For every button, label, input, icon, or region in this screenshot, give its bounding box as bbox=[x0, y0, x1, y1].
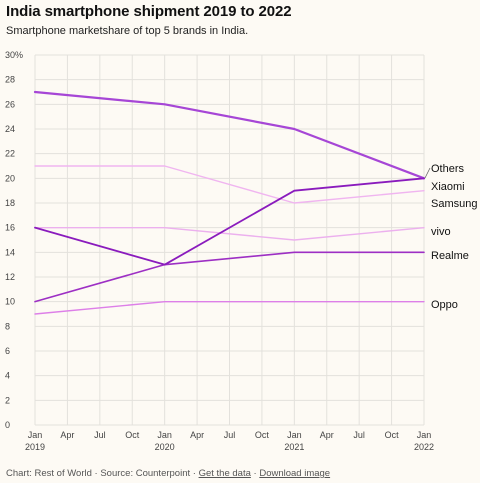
y-tick-label: 20 bbox=[5, 173, 15, 183]
credit-text: Chart: Rest of World bbox=[6, 468, 92, 479]
chart-title: India smartphone shipment 2019 to 2022 bbox=[6, 3, 292, 20]
y-tick-label: 0 bbox=[5, 420, 10, 430]
source-text: Source: Counterpoint bbox=[100, 468, 191, 479]
x-tick-label: Jan bbox=[287, 430, 302, 440]
separator: · bbox=[190, 468, 199, 479]
series-label-vivo: vivo bbox=[431, 226, 451, 238]
x-tick-year-label: 2019 bbox=[25, 442, 45, 452]
series-line-realme bbox=[34, 251, 425, 303]
y-tick-label: 6 bbox=[5, 346, 10, 356]
series-label-samsung: Samsung bbox=[431, 198, 477, 210]
y-tick-label: 14 bbox=[5, 247, 15, 257]
x-tick-label: Jan bbox=[28, 430, 43, 440]
x-tick-label: Oct bbox=[385, 430, 400, 440]
series-line-oppo bbox=[34, 300, 425, 315]
series-label-others: Others bbox=[431, 163, 465, 175]
y-tick-label: 16 bbox=[5, 223, 15, 233]
x-tick-label: Jan bbox=[157, 430, 172, 440]
x-tick-year-label: 2022 bbox=[414, 442, 434, 452]
y-tick-label: 10 bbox=[5, 297, 15, 307]
y-tick-label: 2 bbox=[5, 395, 10, 405]
y-tick-label: 24 bbox=[5, 124, 15, 134]
get-data-link[interactable]: Get the data bbox=[198, 468, 251, 479]
y-tick-label: 18 bbox=[5, 198, 15, 208]
series-line-others bbox=[33, 90, 426, 180]
x-tick-year-label: 2020 bbox=[155, 442, 175, 452]
y-tick-label: 30% bbox=[5, 50, 23, 60]
x-tick-label: Apr bbox=[190, 430, 204, 440]
series-line-vivo bbox=[34, 226, 425, 241]
chart-footer: Chart: Rest of World · Source: Counterpo… bbox=[6, 468, 330, 479]
series-label-oppo: Oppo bbox=[431, 299, 458, 311]
series-label-realme: Realme bbox=[431, 250, 469, 262]
x-tick-year-label: 2021 bbox=[284, 442, 304, 452]
series-line-xiaomi bbox=[34, 177, 425, 266]
x-tick-label: Apr bbox=[320, 430, 334, 440]
x-tick-label: Jan bbox=[417, 430, 432, 440]
x-tick-label: Oct bbox=[125, 430, 140, 440]
y-tick-label: 28 bbox=[5, 75, 15, 85]
x-tick-label: Jul bbox=[224, 430, 236, 440]
y-tick-label: 4 bbox=[5, 371, 10, 381]
label-connector bbox=[424, 167, 431, 179]
chart-subtitle: Smartphone marketshare of top 5 brands i… bbox=[6, 25, 249, 37]
series-line-samsung bbox=[34, 165, 425, 204]
y-tick-label: 22 bbox=[5, 149, 15, 159]
y-tick-label: 8 bbox=[5, 321, 10, 331]
y-tick-label: 12 bbox=[5, 272, 15, 282]
x-tick-label: Oct bbox=[255, 430, 270, 440]
separator: · bbox=[91, 468, 101, 479]
download-image-link[interactable]: Download image bbox=[259, 468, 331, 479]
x-tick-label: Apr bbox=[60, 430, 74, 440]
y-tick-label: 26 bbox=[5, 99, 15, 109]
series-label-xiaomi: Xiaomi bbox=[431, 181, 465, 193]
x-tick-label: Jul bbox=[94, 430, 106, 440]
separator: · bbox=[250, 468, 260, 479]
x-tick-label: Jul bbox=[353, 430, 365, 440]
